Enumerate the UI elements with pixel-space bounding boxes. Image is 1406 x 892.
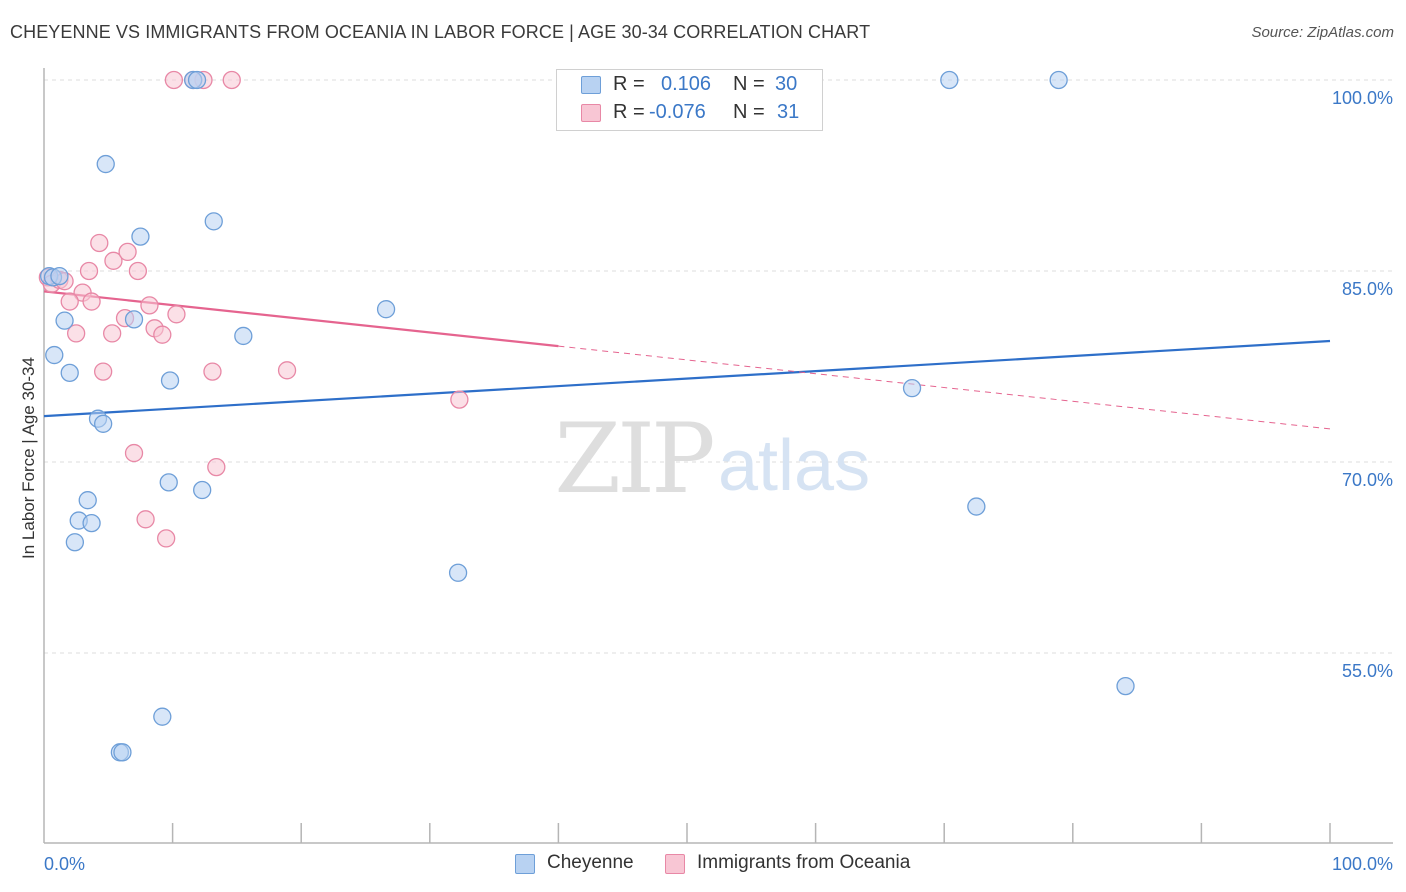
watermark-zip: ZIP: [554, 403, 713, 515]
trend-layer: [43, 290, 1331, 430]
r-label: R =: [613, 101, 645, 123]
oceania-point: [222, 70, 241, 90]
cheyenne-point: [55, 311, 74, 330]
y-tick-label: 70.0%: [1342, 470, 1393, 490]
grid-layer: [44, 79, 1393, 654]
oceania-legend-swatch: [665, 854, 685, 874]
axis-layer: [43, 68, 1393, 844]
oceania-point: [157, 529, 176, 548]
cheyenne-point: [60, 363, 79, 383]
cheyenne-point: [376, 300, 396, 319]
cheyenne-point: [204, 212, 223, 231]
stats-row-oceania: R = -0.076 N = 31: [581, 101, 811, 127]
oceania-point: [167, 305, 186, 324]
cheyenne-point: [940, 70, 959, 90]
cheyenne-point: [160, 371, 180, 390]
oceania-point: [136, 510, 155, 529]
cheyenne-swatch: [581, 76, 601, 94]
oceania-point: [94, 362, 113, 381]
oceania-point: [67, 324, 86, 343]
cheyenne-point: [124, 310, 144, 329]
r-label: R =: [613, 73, 645, 95]
oceania-legend-label: Immigrants from Oceania: [697, 852, 911, 873]
cheyenne-point: [234, 326, 253, 346]
cheyenne-point: [1049, 70, 1068, 90]
cheyenne-point: [94, 414, 113, 433]
chart-title: CHEYENNE VS IMMIGRANTS FROM OCEANIA IN L…: [10, 22, 871, 42]
oceania-swatch: [581, 104, 601, 122]
oceania-point: [124, 443, 144, 463]
label-layer: 100.0% 85.0% 70.0% 55.0% 0.0% 100.0% In Labor …: [19, 88, 1393, 874]
oceania-point: [60, 292, 79, 311]
oceania-point: [128, 261, 148, 281]
x-tick-label: 0.0%: [44, 854, 85, 874]
oceania-point: [103, 324, 122, 343]
cheyenne-point: [187, 70, 207, 90]
stats-row-cheyenne: R = 0.106 N = 30: [581, 73, 811, 99]
oceania-trendline-extension: [558, 345, 1331, 430]
points-layer: [38, 70, 1135, 762]
cheyenne-point: [50, 266, 69, 286]
cheyenne-point: [82, 513, 101, 533]
oceania-point: [207, 457, 226, 477]
cheyenne-point: [45, 345, 64, 365]
y-tick-label: 85.0%: [1342, 279, 1393, 299]
cheyenne-legend-swatch: [515, 854, 535, 874]
cheyenne-point: [967, 497, 986, 516]
r-value: 0.106: [661, 73, 712, 95]
oceania-point: [164, 70, 184, 90]
cheyenne-point: [193, 480, 212, 500]
oceania-trendline: [43, 290, 559, 348]
r-value: -0.076: [649, 101, 706, 123]
oceania-point: [203, 362, 222, 381]
cheyenne-point: [153, 707, 172, 726]
oceania-point: [277, 361, 297, 380]
oceania-point: [118, 242, 137, 262]
cheyenne-point: [159, 473, 178, 492]
y-tick-label: 55.0%: [1342, 661, 1393, 681]
oceania-point: [140, 296, 159, 315]
oceania-point: [153, 325, 172, 344]
cheyenne-point: [131, 227, 150, 246]
y-tick-label: 100.0%: [1332, 88, 1393, 108]
n-value: 31: [777, 101, 800, 123]
cheyenne-point: [65, 533, 85, 552]
oceania-point: [450, 390, 469, 409]
cheyenne-legend-label: Cheyenne: [547, 852, 634, 873]
n-label: N =: [733, 101, 765, 123]
x-tick-label: 100.0%: [1332, 854, 1393, 874]
oceania-point: [90, 233, 109, 253]
n-value: 30: [775, 73, 798, 95]
oceania-point: [79, 261, 99, 281]
source-label: Source: ZipAtlas.com: [1251, 24, 1394, 41]
cheyenne-point: [1116, 676, 1135, 696]
n-label: N =: [733, 73, 765, 95]
y-axis-title: In Labor Force | Age 30-34: [19, 357, 38, 559]
oceania-point: [82, 292, 101, 311]
cheyenne-point: [96, 154, 115, 174]
cheyenne-trendline: [43, 339, 1331, 418]
stats-legend: R = 0.106 N = 30 R = -0.076 N = 31: [556, 69, 823, 131]
cheyenne-point: [902, 378, 922, 398]
watermark-layer: ZIP atlas: [554, 403, 870, 515]
watermark-atlas: atlas: [718, 426, 870, 506]
cheyenne-point: [78, 491, 97, 510]
cheyenne-point: [113, 743, 132, 762]
oceania-point: [104, 251, 123, 270]
cheyenne-point: [448, 563, 468, 582]
